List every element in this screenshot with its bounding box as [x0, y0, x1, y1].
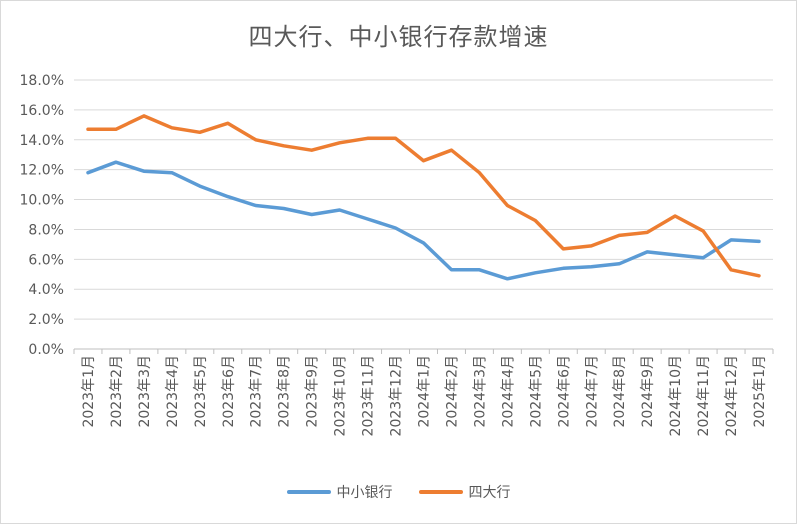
y-tick-label-9: 18.0%	[20, 73, 64, 89]
x-tick-label-17: 2024年6月	[556, 355, 572, 428]
y-tick-label-5: 10.0%	[20, 193, 64, 209]
legend-swatch-series-1	[418, 490, 463, 494]
legend-item-series-1: 四大行	[418, 482, 511, 502]
x-tick-label-12: 2024年1月	[417, 355, 433, 428]
x-tick-label-6: 2023年7月	[249, 355, 265, 428]
y-tick-label-2: 4.0%	[28, 282, 64, 298]
legend-item-series-0: 中小银行	[286, 482, 393, 502]
x-tick-label-15: 2024年4月	[500, 355, 516, 428]
x-tick-label-22: 2024年11月	[696, 355, 712, 436]
x-tick-label-4: 2023年5月	[193, 355, 209, 428]
y-tick-label-3: 6.0%	[28, 252, 64, 268]
x-tick-label-9: 2023年10月	[333, 355, 349, 436]
x-tick-label-20: 2024年9月	[640, 355, 656, 428]
x-tick-label-13: 2024年2月	[444, 355, 460, 428]
x-tick-label-16: 2024年5月	[528, 355, 544, 428]
series-line-1	[86, 114, 761, 278]
y-tick-label-6: 12.0%	[20, 163, 64, 179]
x-tick-label-5: 2023年6月	[221, 355, 237, 428]
x-tick-label-11: 2023年12月	[389, 355, 405, 436]
x-tick-label-7: 2023年8月	[277, 355, 293, 428]
y-tick-label-4: 8.0%	[28, 222, 64, 238]
series-line-0	[86, 160, 761, 281]
legend-swatch-series-0	[286, 490, 331, 494]
x-tick-label-19: 2024年8月	[612, 355, 628, 428]
x-tick-label-8: 2023年9月	[305, 355, 321, 428]
y-tick-label-8: 16.0%	[20, 103, 64, 119]
x-tick-label-21: 2024年10月	[668, 355, 684, 436]
x-tick-label-0: 2023年1月	[81, 355, 97, 428]
x-tick-label-14: 2024年3月	[472, 355, 488, 428]
x-tick-label-1: 2023年2月	[109, 355, 125, 428]
legend-label-series-0: 中小银行	[336, 485, 393, 501]
legend: 中小银行 四大行	[0, 482, 797, 502]
x-tick-label-3: 2023年4月	[165, 355, 181, 428]
x-tick-label-23: 2024年12月	[724, 355, 740, 436]
chart-title: 四大行、中小银行存款增速	[248, 23, 549, 51]
x-tick-label-10: 2023年11月	[361, 355, 377, 436]
x-tick-label-24: 2025年1月	[752, 355, 768, 428]
y-tick-label-1: 2.0%	[28, 312, 64, 328]
y-tick-label-0: 0.0%	[28, 342, 64, 358]
y-tick-label-7: 14.0%	[20, 133, 64, 149]
legend-label-series-1: 四大行	[468, 485, 511, 501]
x-tick-label-18: 2024年7月	[584, 355, 600, 428]
x-tick-label-2: 2023年3月	[137, 355, 153, 428]
